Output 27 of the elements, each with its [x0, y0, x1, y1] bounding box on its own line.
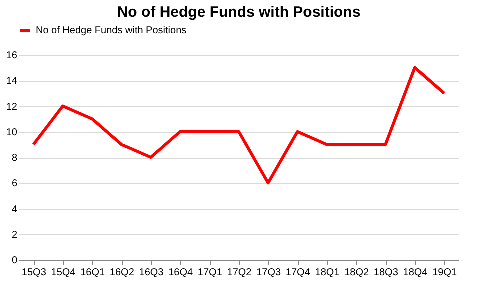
x-tick-label: 16Q4 [168, 268, 194, 278]
x-tick-label: 18Q4 [403, 268, 428, 278]
y-tick-label: 16 [6, 50, 18, 62]
x-tick-label: 18Q3 [374, 268, 399, 278]
y-tick-label: 4 [12, 204, 18, 216]
y-tick-label: 10 [6, 127, 18, 138]
x-tick-label: 16Q1 [80, 268, 106, 278]
chart-title: No of Hedge Funds with Positions [117, 4, 361, 21]
legend-label: No of Hedge Funds with Positions [36, 26, 187, 36]
y-tick-label: 6 [12, 178, 18, 190]
x-tick-label: 16Q2 [110, 268, 135, 278]
x-tick-label: 17Q3 [256, 268, 282, 278]
y-tick-label: 12 [6, 102, 18, 113]
x-tick-label: 17Q4 [286, 268, 311, 278]
x-tick-label: 17Q2 [227, 268, 252, 278]
y-tick-label: 0 [12, 256, 18, 266]
x-tick-label: 17Q1 [198, 268, 223, 278]
x-tick-label: 18Q2 [344, 268, 370, 278]
y-tick-label: 14 [6, 76, 18, 88]
x-tick-label: 18Q1 [315, 268, 340, 278]
x-tick-label: 16Q3 [139, 268, 164, 278]
y-tick-label: 8 [12, 153, 18, 164]
y-tick-label: 2 [12, 230, 18, 241]
line-series [32, 66, 446, 185]
x-tick-label: 15Q3 [22, 268, 47, 278]
x-tick-label: 15Q4 [51, 268, 76, 278]
x-tick-label: 19Q1 [432, 268, 458, 278]
